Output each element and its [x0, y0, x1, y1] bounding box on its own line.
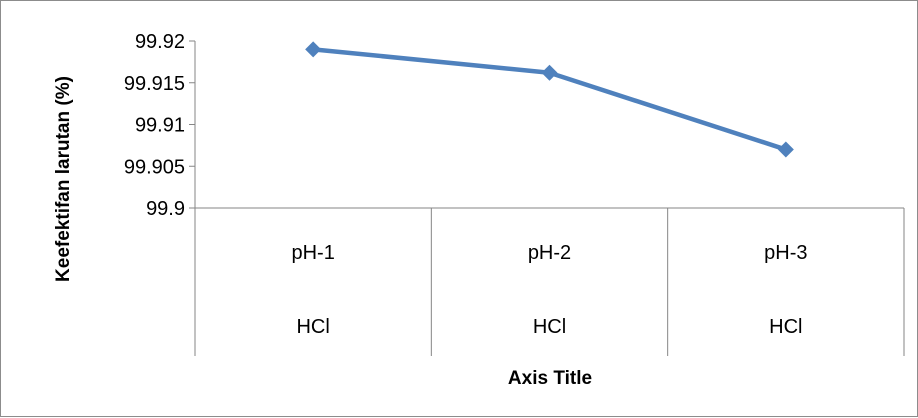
data-point-marker — [777, 141, 794, 158]
data-point-marker — [305, 41, 322, 58]
x-axis-title: Axis Title — [508, 368, 592, 389]
x-axis: pH-1 HCl pH-2 HCl pH-3 HCl — [194, 207, 905, 356]
x-group-label: HCl — [533, 316, 566, 338]
y-tick-label: 99.915 — [124, 73, 185, 95]
y-axis-title: Keefektifan larutan (%) — [53, 76, 74, 282]
x-category-label: pH-1 — [291, 242, 334, 264]
x-group-label: HCl — [296, 316, 329, 338]
x-category-label: pH-2 — [528, 242, 571, 264]
series-line — [312, 47, 787, 152]
y-tick-label: 99.91 — [135, 115, 185, 137]
data-point-marker — [541, 64, 558, 81]
y-axis: 99.9 99.905 99.91 99.915 99.92 — [124, 31, 196, 220]
y-tick-label: 99.905 — [124, 156, 185, 178]
x-group-label: HCl — [769, 316, 802, 338]
series-layer — [305, 41, 794, 158]
x-category-label: pH-3 — [764, 242, 807, 264]
y-tick-label: 99.9 — [146, 198, 185, 220]
y-tick-label: 99.92 — [135, 31, 185, 53]
